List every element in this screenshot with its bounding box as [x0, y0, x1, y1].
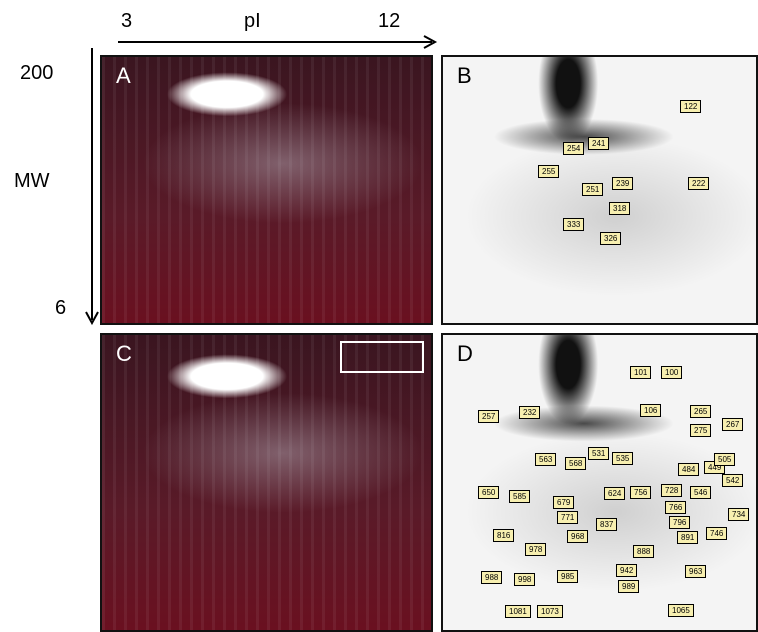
spot-label: 251	[582, 183, 603, 196]
highlight-box	[340, 341, 424, 373]
spot-label: 728	[661, 484, 682, 497]
spot-label: 1073	[537, 605, 563, 618]
spot-label: 265	[690, 405, 711, 418]
spot-label: 837	[596, 518, 617, 531]
spot-label: 734	[728, 508, 749, 521]
spot-label: 998	[514, 573, 535, 586]
spot-label: 624	[604, 487, 625, 500]
spot-label: 756	[630, 486, 651, 499]
spot-label: 100	[661, 366, 682, 379]
spot-label: 650	[478, 486, 499, 499]
panel-letter: C	[116, 341, 132, 367]
spot-label: 275	[690, 424, 711, 437]
spot-label: 1065	[668, 604, 694, 617]
spot-label: 254	[563, 142, 584, 155]
spot-label: 222	[688, 177, 709, 190]
spot-label: 978	[525, 543, 546, 556]
spot-label: 766	[665, 501, 686, 514]
spot-label: 988	[481, 571, 502, 584]
spot-label: 484	[678, 463, 699, 476]
spot-label: 267	[722, 418, 743, 431]
panel-c: C	[100, 333, 433, 632]
spot-label: 531	[588, 447, 609, 460]
spot-label: 542	[722, 474, 743, 487]
spot-label: 888	[633, 545, 654, 558]
spot-label: 679	[553, 496, 574, 509]
spot-label: 257	[478, 410, 499, 423]
spot-label: 771	[557, 511, 578, 524]
spot-label: 968	[567, 530, 588, 543]
spot-label: 585	[509, 490, 530, 503]
spot-label: 816	[493, 529, 514, 542]
spot-label: 891	[677, 531, 698, 544]
spot-label: 241	[588, 137, 609, 150]
spot-label: 989	[618, 580, 639, 593]
spot-label: 546	[690, 486, 711, 499]
spot-label: 568	[565, 457, 586, 470]
spot-label: 942	[616, 564, 637, 577]
spot-label: 796	[669, 516, 690, 529]
spot-label: 326	[600, 232, 621, 245]
spot-label: 232	[519, 406, 540, 419]
panel-a: A	[100, 55, 433, 325]
spot-label: 122	[680, 100, 701, 113]
figure: 3 pI 12 200 MW 6 A B C D 122254241255251…	[0, 0, 758, 632]
spot-label: 505	[714, 453, 735, 466]
panel-letter: D	[457, 341, 473, 367]
spot-label: 563	[535, 453, 556, 466]
spot-label: 1081	[505, 605, 531, 618]
spot-label: 746	[706, 527, 727, 540]
panel-d: D	[441, 333, 758, 632]
spot-label: 239	[612, 177, 633, 190]
spot-label: 318	[609, 202, 630, 215]
panel-letter: B	[457, 63, 472, 89]
panel-letter: A	[116, 63, 131, 89]
spot-label: 255	[538, 165, 559, 178]
spot-label: 333	[563, 218, 584, 231]
spot-label: 963	[685, 565, 706, 578]
spot-label: 985	[557, 570, 578, 583]
spot-label: 101	[630, 366, 651, 379]
spot-label: 535	[612, 452, 633, 465]
spot-label: 106	[640, 404, 661, 417]
